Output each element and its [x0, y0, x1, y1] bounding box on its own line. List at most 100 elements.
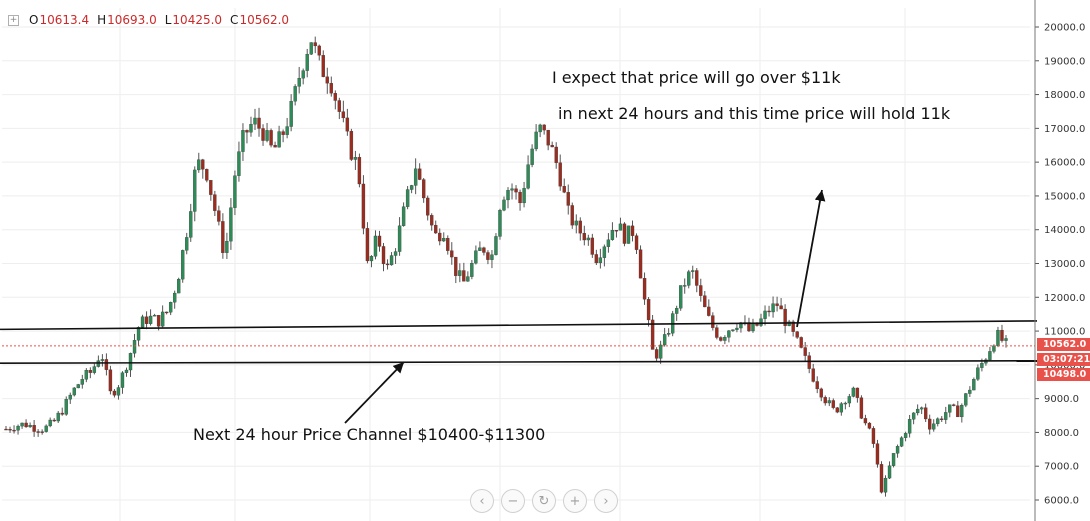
zoom-out-button[interactable]: − [501, 489, 525, 513]
candle-body-down [715, 327, 719, 338]
candle-body-down [357, 157, 362, 185]
up-arrow[interactable] [796, 189, 826, 328]
last-price-badge: 10562.0 [1037, 338, 1090, 351]
zoom-in-button[interactable]: + [563, 489, 587, 513]
candle [964, 392, 968, 408]
candle [618, 217, 623, 231]
scroll-left-button[interactable]: ‹ [470, 489, 494, 513]
add-indicator-icon[interactable]: + [8, 14, 19, 26]
candle-body-down [4, 428, 8, 431]
candle-body-down [719, 337, 723, 341]
candle-body-up [68, 394, 72, 400]
candle-body-up [534, 131, 538, 150]
candle [510, 183, 514, 200]
candle-body-up [675, 308, 679, 314]
candle-body-down [542, 124, 546, 131]
candle [996, 326, 1000, 348]
candle-body-up [120, 372, 125, 388]
candle-body-up [915, 408, 920, 414]
candle [642, 272, 647, 305]
candle [936, 417, 940, 427]
candle [20, 422, 24, 429]
candle-body-down [112, 390, 117, 396]
candle [566, 184, 570, 215]
candle-body-up [606, 239, 611, 247]
candle [285, 117, 289, 139]
candle-body-down [578, 220, 582, 234]
candle [205, 168, 209, 183]
candle-body-down [699, 285, 703, 296]
candle-body-down [482, 247, 486, 253]
candle [193, 166, 197, 222]
candle [972, 377, 976, 391]
candle-body-up [968, 389, 972, 394]
candle [843, 401, 848, 410]
low-value: L10425.0 [164, 13, 223, 27]
candle [405, 186, 410, 210]
candle-body-up [843, 402, 848, 405]
candle [116, 385, 121, 400]
candle-body-down [377, 235, 382, 247]
candle-body-down [879, 464, 884, 493]
candle [209, 180, 213, 201]
price-axis[interactable]: 20000.0 19000.0 18000.0 17000.0 16000.0 15000… [1034, 0, 1085, 521]
candle-body-up [723, 337, 727, 341]
candle-body-down [775, 303, 779, 306]
channel-lower-line[interactable] [0, 360, 1038, 364]
candle-body-down [217, 210, 221, 222]
axis-tick-label: 12000.0 [1044, 293, 1085, 304]
candle [305, 48, 309, 78]
candle [759, 313, 763, 328]
candle [442, 232, 446, 242]
candle-body-up [413, 168, 418, 186]
candle-body-up [393, 251, 398, 256]
channel-arrow[interactable] [344, 361, 405, 424]
candle [590, 233, 595, 258]
candle [72, 387, 76, 397]
candle [353, 150, 358, 170]
candle-body-down [36, 431, 40, 433]
candle-body-up [932, 423, 936, 430]
candle [899, 436, 904, 448]
candle [578, 217, 582, 241]
candle [895, 444, 900, 458]
candle [940, 416, 944, 422]
candle [574, 214, 578, 234]
candle-body-up [944, 412, 948, 420]
candle [100, 354, 105, 367]
candle [630, 220, 635, 242]
candle [767, 305, 771, 317]
candle [711, 312, 715, 331]
candle-body-up [522, 188, 526, 204]
candle-body-up [687, 271, 691, 286]
candle-body-up [506, 190, 510, 201]
candle [546, 129, 550, 151]
candle [213, 190, 217, 217]
candle [8, 426, 12, 433]
candle [124, 367, 129, 377]
candle [747, 317, 751, 333]
candle [168, 301, 173, 316]
candle [389, 252, 394, 266]
channel-upper-line[interactable] [0, 320, 1038, 331]
candle-body-down [831, 400, 835, 408]
candle [36, 429, 40, 437]
candle-body-down [747, 322, 751, 332]
candle-body-up [996, 329, 1000, 346]
candle-body-down [594, 254, 599, 264]
candle-body-down [795, 331, 799, 338]
candle-body-down [799, 337, 803, 348]
candle [703, 290, 707, 308]
scroll-right-button[interactable]: › [594, 489, 618, 513]
candle [695, 268, 699, 293]
candle [301, 68, 305, 85]
candle [52, 418, 56, 422]
candle [237, 141, 241, 182]
candle [879, 461, 884, 494]
candle-body-down [52, 419, 56, 422]
axis-tick-label: 13000.0 [1044, 259, 1085, 270]
reset-chart-button[interactable]: ↻ [532, 489, 556, 513]
candle [173, 290, 177, 309]
